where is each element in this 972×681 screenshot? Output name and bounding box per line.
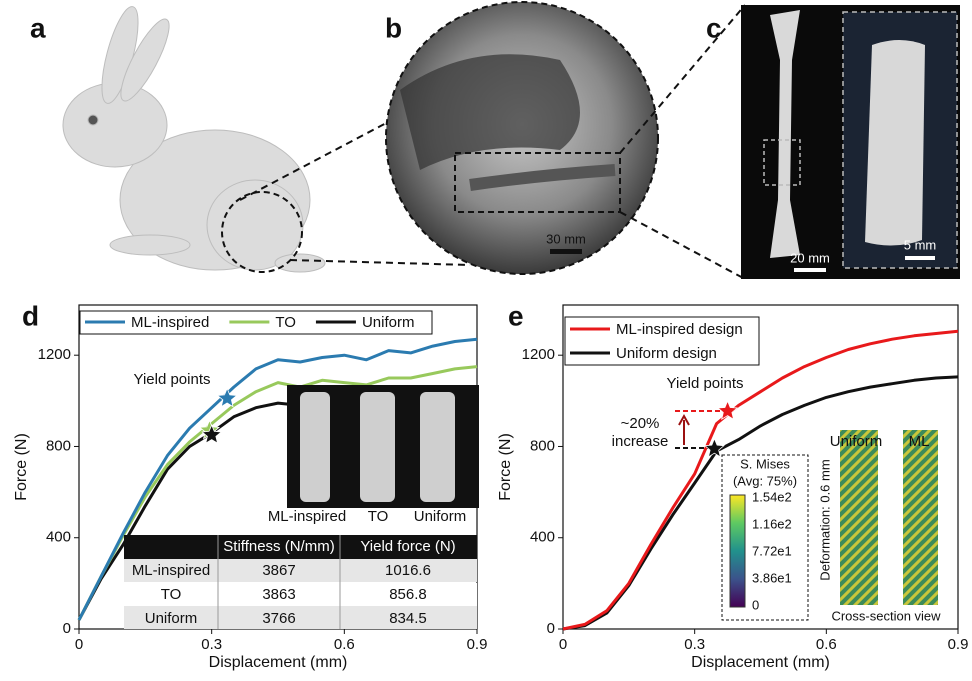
x-tick-label: 0.6	[334, 636, 355, 653]
panel-label: e	[508, 300, 524, 331]
annotation: Yield points	[134, 371, 211, 388]
table-cell: 856.8	[389, 586, 427, 603]
figure: a b 30 mm c 20 mm 5 mm d e 0400800120000…	[0, 0, 972, 681]
x-tick-label: 0.9	[948, 636, 969, 653]
inset-label: Uniform	[414, 508, 467, 525]
table-cell: ML-inspired	[132, 562, 210, 579]
legend-label: ML-inspired design	[616, 321, 743, 338]
panel-label: b	[385, 12, 402, 43]
inset-label: ML	[909, 433, 930, 450]
table-cell: 1016.6	[385, 562, 431, 579]
colorbar-title: S. Mises	[740, 456, 790, 471]
colorbar-label: 0	[752, 597, 759, 612]
legend-label: TO	[275, 314, 296, 331]
y-axis-label: Force (N)	[13, 433, 30, 501]
inset-label: ML-inspired	[268, 508, 346, 525]
y-tick-label: 400	[530, 529, 555, 546]
scale-bar-label: 5 mm	[904, 237, 937, 252]
lattice-sample	[300, 392, 330, 502]
table-header-cell: Stiffness (N/mm)	[223, 538, 334, 555]
x-axis-label: Displacement (mm)	[209, 654, 348, 671]
x-tick-label: 0.9	[467, 636, 488, 653]
x-tick-label: 0.3	[201, 636, 222, 653]
colorbar-label: 1.54e2	[752, 489, 792, 504]
table-cell: 834.5	[389, 610, 427, 627]
rabbit-illustration	[63, 3, 325, 272]
colorbar	[730, 495, 745, 607]
table-cell: TO	[161, 586, 182, 603]
inset-label: Cross-section view	[831, 608, 941, 623]
yield-point	[718, 401, 737, 419]
lattice-sample	[420, 392, 455, 502]
y-tick-label: 0	[63, 620, 71, 637]
annotation: increase	[612, 433, 669, 450]
table-header-cell: Yield force (N)	[360, 538, 455, 555]
annotation: Yield points	[667, 375, 744, 392]
table-cell: 3863	[262, 586, 295, 603]
scale-bar	[794, 268, 826, 272]
panel-label: c	[706, 12, 722, 43]
table-cell: 3766	[262, 610, 295, 627]
inset-label: Uniform	[830, 433, 883, 450]
inset-label: Deformation: 0.6 mm	[817, 459, 832, 580]
scale-bar	[905, 256, 935, 260]
sim-result	[903, 430, 938, 605]
inset-label: TO	[368, 508, 389, 525]
x-tick-label: 0.3	[684, 636, 705, 653]
table-cell: Uniform	[145, 610, 198, 627]
y-tick-label: 800	[46, 437, 71, 454]
annotation: ~20%	[621, 415, 660, 432]
x-tick-label: 0	[559, 636, 567, 653]
y-tick-label: 400	[46, 529, 71, 546]
colorbar-title: (Avg: 75%)	[733, 473, 797, 488]
y-tick-label: 1200	[522, 346, 555, 363]
sim-result	[840, 430, 878, 605]
x-tick-label: 0.6	[816, 636, 837, 653]
y-tick-label: 0	[547, 620, 555, 637]
scale-bar-label: 20 mm	[790, 250, 830, 265]
bone-segment	[865, 40, 925, 246]
y-tick-label: 800	[530, 437, 555, 454]
panel-label: d	[22, 300, 39, 331]
x-tick-label: 0	[75, 636, 83, 653]
increase-arrow	[679, 416, 689, 445]
legend-label: Uniform	[362, 314, 415, 331]
panel-label: a	[30, 12, 46, 43]
lattice-sample	[360, 392, 395, 502]
y-tick-label: 1200	[38, 346, 71, 363]
y-axis-label: Force (N)	[497, 433, 514, 501]
colorbar-label: 7.72e1	[752, 543, 792, 558]
colorbar-label: 1.16e2	[752, 516, 792, 531]
legend-label: ML-inspired	[131, 314, 209, 331]
legend-label: Uniform design	[616, 345, 717, 362]
table-cell: 3867	[262, 562, 295, 579]
colorbar-label: 3.86e1	[752, 570, 792, 585]
scale-bar	[550, 249, 582, 254]
x-axis-label: Displacement (mm)	[691, 654, 830, 671]
scale-bar-label: 30 mm	[546, 231, 586, 246]
